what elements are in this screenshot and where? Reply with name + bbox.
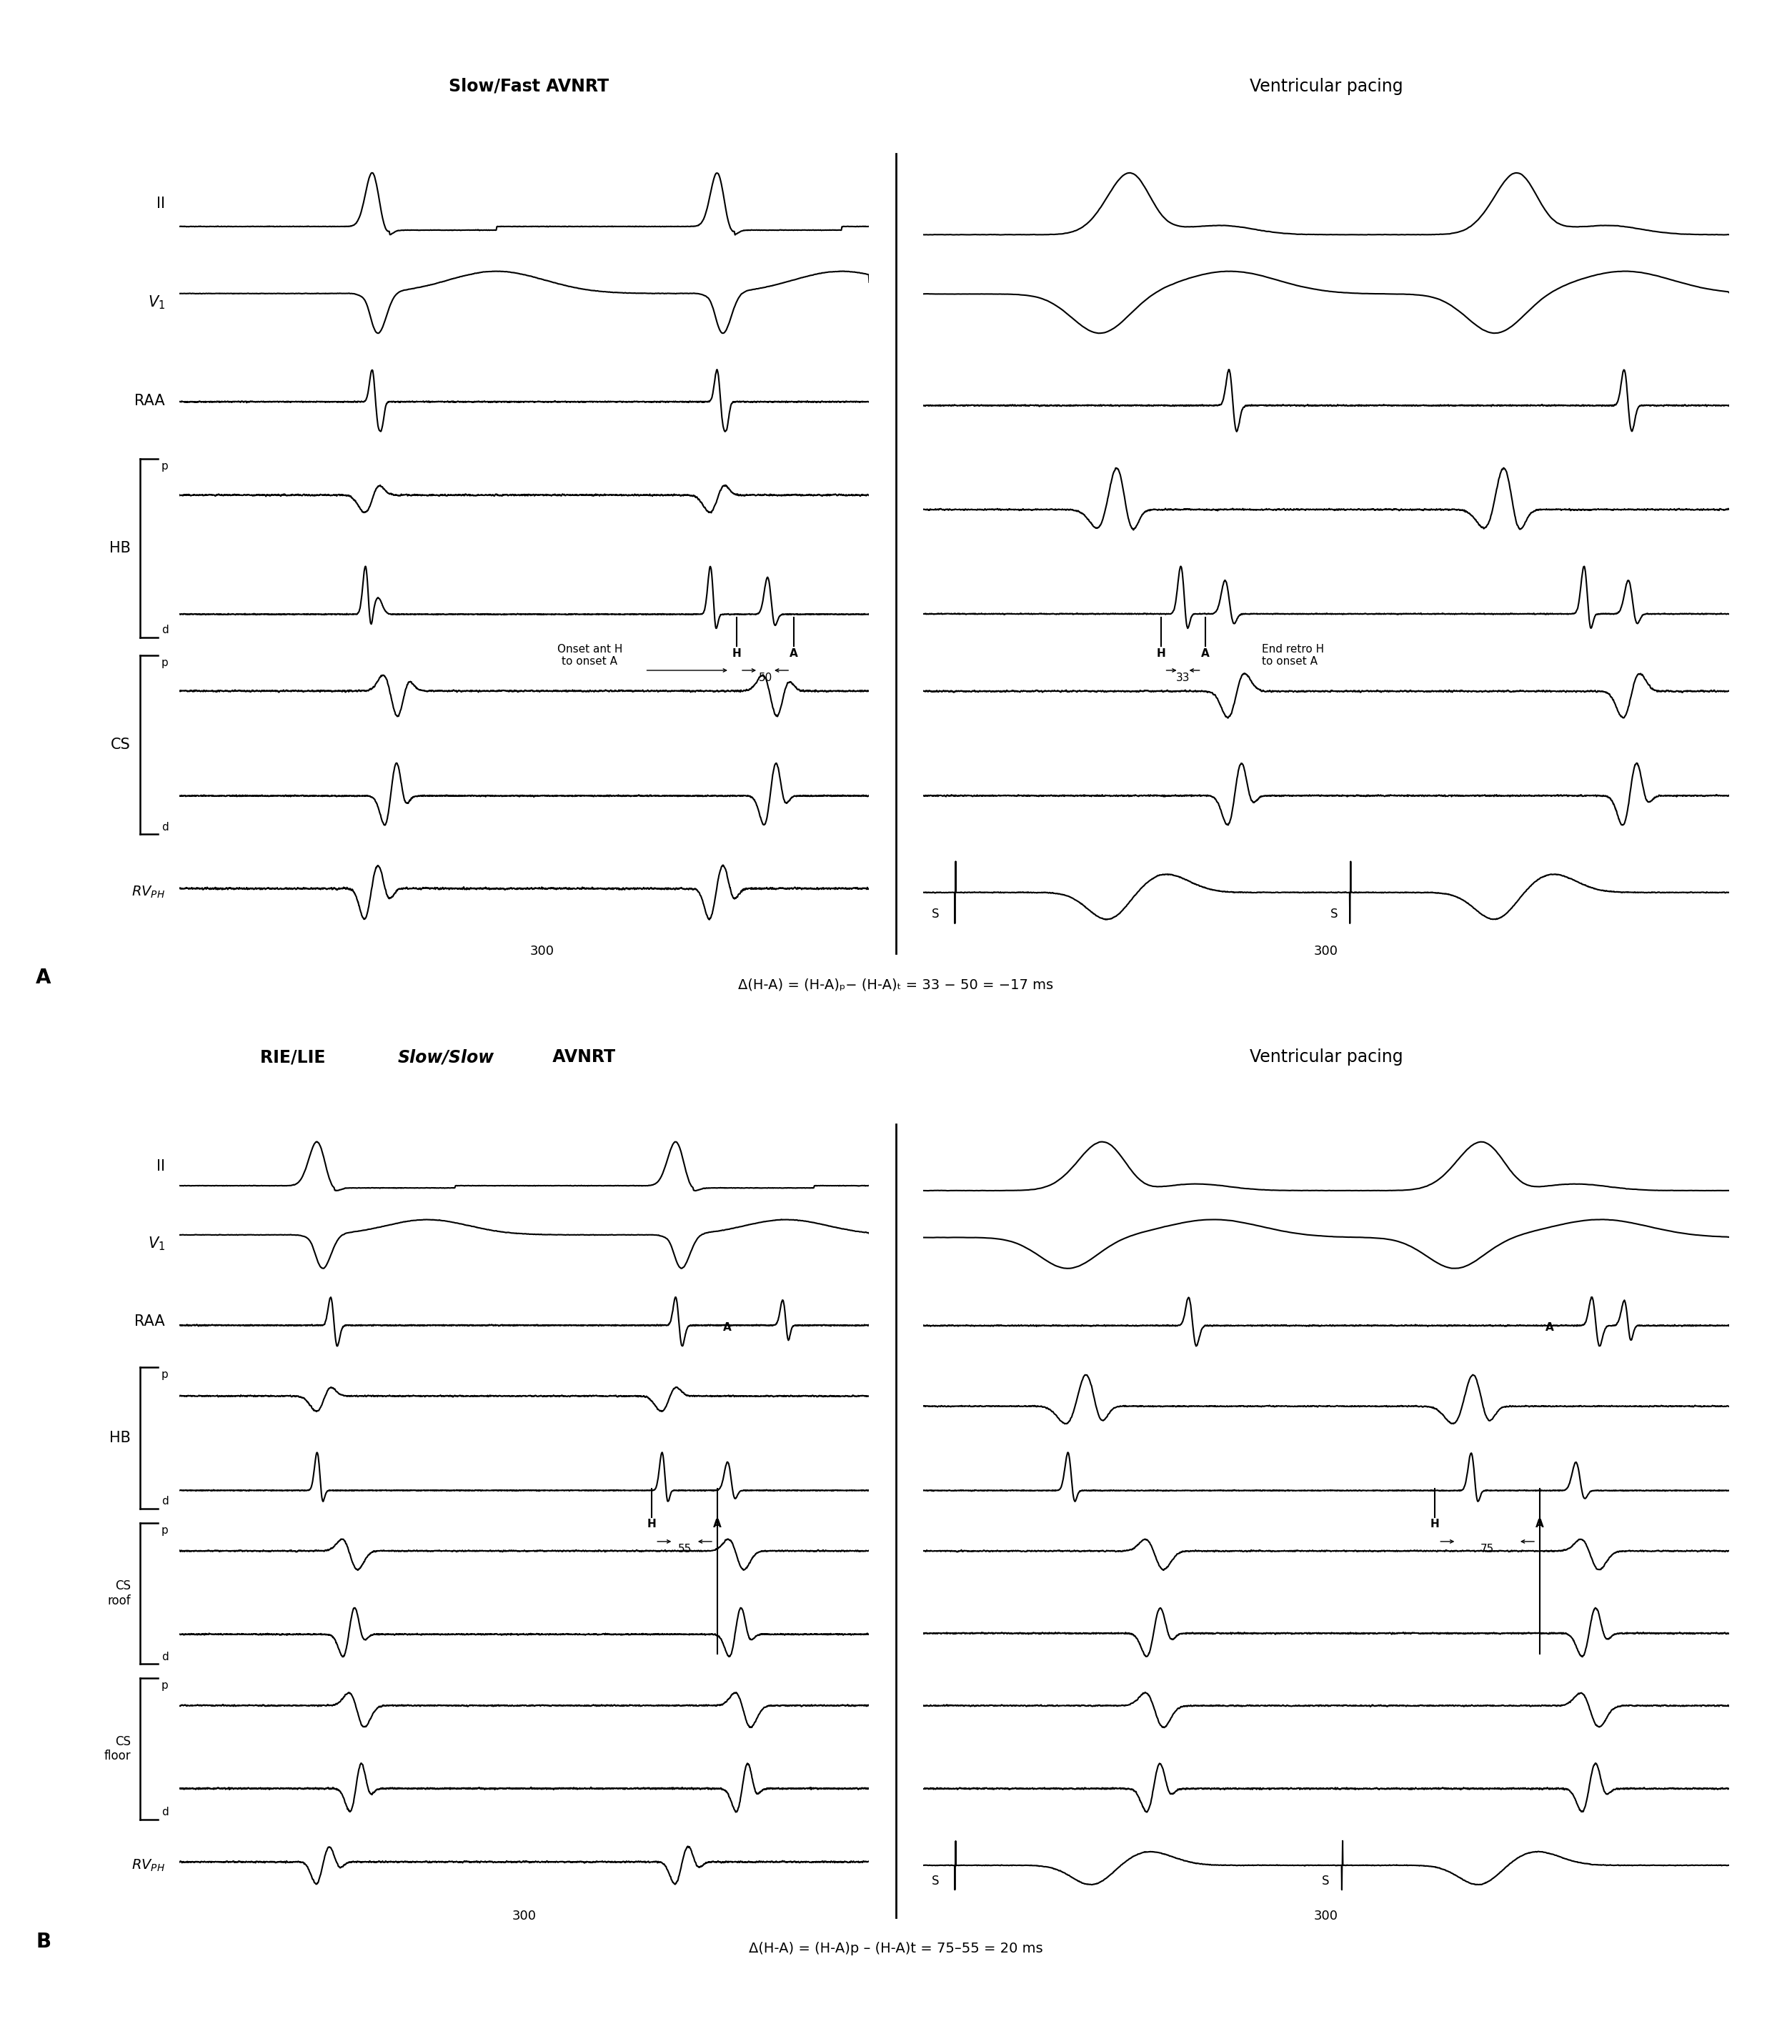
Text: p: p <box>161 1525 168 1535</box>
Text: d: d <box>161 822 168 832</box>
Text: $V_1$: $V_1$ <box>147 294 165 311</box>
Text: d: d <box>161 1496 168 1506</box>
Text: S: S <box>932 1874 939 1887</box>
Text: $V_1$: $V_1$ <box>147 1235 165 1253</box>
Text: CS: CS <box>111 738 131 752</box>
Text: AVNRT: AVNRT <box>547 1049 615 1065</box>
Text: H: H <box>1430 1519 1439 1529</box>
Text: A: A <box>36 967 52 987</box>
Text: 300: 300 <box>530 944 554 959</box>
Text: A: A <box>713 1519 722 1529</box>
Text: B: B <box>36 1932 50 1952</box>
Text: RAA: RAA <box>134 1314 165 1329</box>
Text: d: d <box>161 625 168 636</box>
Text: $RV_{PH}$: $RV_{PH}$ <box>131 885 165 899</box>
Text: S: S <box>1330 908 1337 920</box>
Text: p: p <box>161 658 168 668</box>
Text: HB: HB <box>109 542 131 556</box>
Text: H: H <box>1156 648 1165 658</box>
Text: II: II <box>156 196 165 211</box>
Text: H: H <box>733 648 742 658</box>
Text: $RV_{PH}$: $RV_{PH}$ <box>131 1858 165 1872</box>
Text: Ventricular pacing: Ventricular pacing <box>1249 78 1403 94</box>
Text: RAA: RAA <box>134 392 165 407</box>
Text: RIE/LIE: RIE/LIE <box>260 1049 332 1065</box>
Text: 55: 55 <box>677 1543 692 1553</box>
Text: S: S <box>932 908 939 920</box>
Text: 300: 300 <box>513 1909 536 1921</box>
Text: Slow/Fast AVNRT: Slow/Fast AVNRT <box>448 78 609 94</box>
Text: Δ(H-A) = (H-A)ₚ− (H-A)ₜ = 33 − 50 = −17 ms: Δ(H-A) = (H-A)ₚ− (H-A)ₜ = 33 − 50 = −17 … <box>738 977 1054 991</box>
Text: S: S <box>1322 1874 1330 1887</box>
Text: Slow/Slow: Slow/Slow <box>398 1049 495 1065</box>
Text: 300: 300 <box>1314 944 1339 959</box>
Text: d: d <box>161 1652 168 1662</box>
Text: Ventricular pacing: Ventricular pacing <box>1249 1049 1403 1065</box>
Text: A: A <box>1536 1519 1545 1529</box>
Text: II: II <box>156 1159 165 1173</box>
Text: p: p <box>161 460 168 472</box>
Text: A: A <box>1545 1322 1554 1333</box>
Text: p: p <box>161 1680 168 1690</box>
Text: 75: 75 <box>1480 1543 1495 1553</box>
Text: p: p <box>161 1369 168 1380</box>
Text: CS
roof: CS roof <box>108 1580 131 1607</box>
Text: A: A <box>722 1322 731 1333</box>
Text: 300: 300 <box>1314 1909 1339 1921</box>
Text: Δ(H-A) = (H-A)p – (H-A)t = 75–55 = 20 ms: Δ(H-A) = (H-A)p – (H-A)t = 75–55 = 20 ms <box>749 1942 1043 1956</box>
Text: 33: 33 <box>1176 672 1190 683</box>
Text: d: d <box>161 1807 168 1817</box>
Text: H: H <box>647 1519 656 1529</box>
Text: A: A <box>790 648 797 658</box>
Text: End retro H
to onset A: End retro H to onset A <box>1262 644 1324 666</box>
Text: A: A <box>1201 648 1210 658</box>
Text: Onset ant H
to onset A: Onset ant H to onset A <box>557 644 622 666</box>
Text: CS
floor: CS floor <box>104 1735 131 1762</box>
Text: HB: HB <box>109 1431 131 1445</box>
Text: 50: 50 <box>758 672 772 683</box>
